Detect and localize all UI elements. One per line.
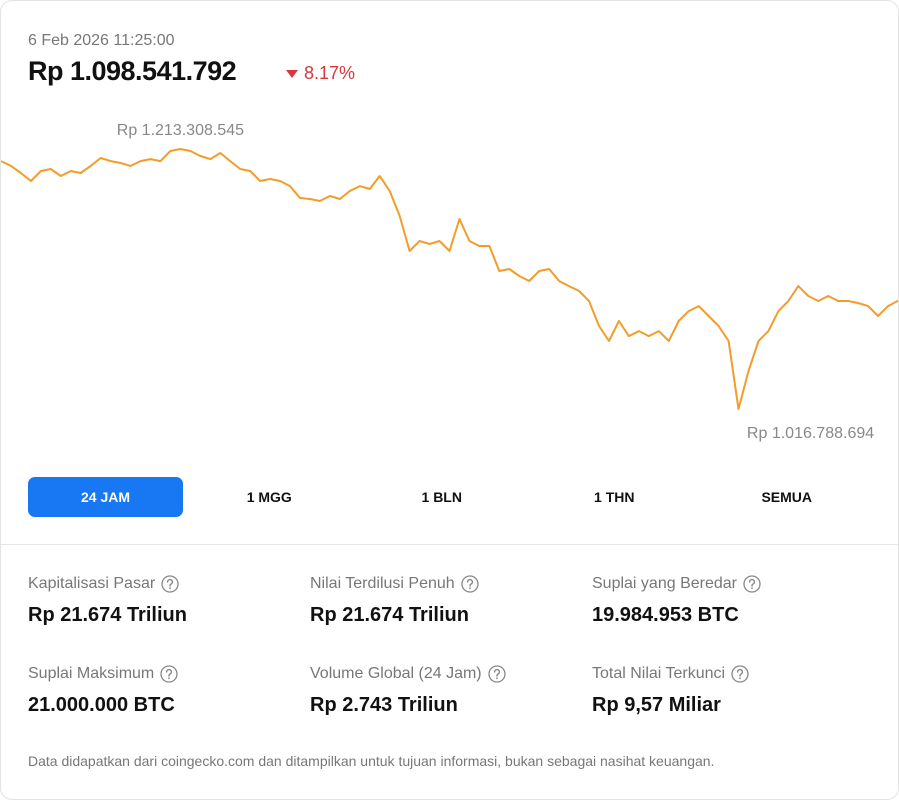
stat-value: Rp 2.743 Triliun — [310, 694, 458, 716]
stat-value: Rp 9,57 Miliar — [592, 694, 721, 716]
stat-label: Volume Global (24 Jam) — [310, 665, 580, 683]
change-value: 8.17% — [304, 63, 356, 83]
date: 6 Feb 2026 11:25:00 — [28, 32, 175, 49]
range-tab[interactable]: SEMUA — [761, 489, 813, 505]
stat-label-text: Total Nilai Terkunci — [592, 665, 726, 682]
extreme-label: Rp 1.016.788.694 — [747, 425, 874, 442]
stat-label: Total Nilai Terkunci — [592, 665, 862, 683]
stat-label-text: Kapitalisasi Pasar — [28, 575, 156, 592]
stat-value: Rp 21.674 Triliun — [310, 604, 469, 626]
range-tab[interactable]: 1 BLN — [421, 489, 462, 505]
stat-label: Nilai Terdilusi Penuh — [310, 575, 580, 593]
stat-label-text: Suplai yang Beredar — [592, 575, 737, 592]
stat-label: Kapitalisasi Pasar — [28, 575, 298, 593]
range-tab[interactable]: 1 MGG — [246, 489, 292, 505]
range-tab[interactable]: 24 JAM — [28, 477, 183, 517]
info-icon[interactable] — [160, 665, 178, 683]
info-icon[interactable] — [743, 575, 761, 593]
chart: Rp 1.213.308.545 Rp 1.016.788.694 — [1, 122, 899, 442]
info-icon[interactable] — [487, 665, 506, 683]
stat: Suplai yang Beredar 19.984.953 BTC — [592, 575, 862, 627]
range-tab[interactable]: 1 THN — [594, 489, 635, 505]
stat: Nilai Terdilusi Penuh Rp 21.674 Triliun — [310, 575, 580, 627]
stat-label: Suplai Maksimum — [28, 665, 298, 683]
stat-label-text: Volume Global (24 Jam) — [310, 665, 482, 682]
stat: Total Nilai Terkunci Rp 9,57 Miliar — [592, 665, 862, 717]
stat-value: 19.984.953 BTC — [592, 604, 739, 626]
stat: Volume Global (24 Jam) Rp 2.743 Triliun — [310, 665, 580, 717]
stat: Kapitalisasi Pasar Rp 21.674 Triliun — [28, 575, 298, 627]
info-icon[interactable] — [731, 665, 749, 683]
price: Rp 1.098.541.792 — [28, 56, 237, 86]
price-change: 8.17% — [286, 63, 355, 84]
stat: Suplai Maksimum 21.000.000 BTC — [28, 665, 298, 717]
stat-value: 21.000.000 BTC — [28, 694, 175, 716]
range-tabs: 24 JAM 1 MGG 1 BLN 1 THN SEMUA — [28, 477, 873, 517]
stat-label-text: Nilai Terdilusi Penuh — [310, 575, 455, 592]
footer: Data didapatkan dari coingecko.com dan d… — [28, 753, 715, 769]
info-icon[interactable] — [161, 575, 179, 593]
price-line — [1, 148, 899, 410]
info-icon[interactable] — [461, 575, 479, 593]
stat-label: Suplai yang Beredar — [592, 575, 862, 593]
extreme-label: Rp 1.213.308.545 — [117, 122, 244, 139]
down-arrow — [286, 69, 298, 78]
divider — [1, 544, 898, 545]
stat-value: Rp 21.674 Triliun — [28, 604, 187, 626]
stat-label-text: Suplai Maksimum — [28, 665, 155, 682]
